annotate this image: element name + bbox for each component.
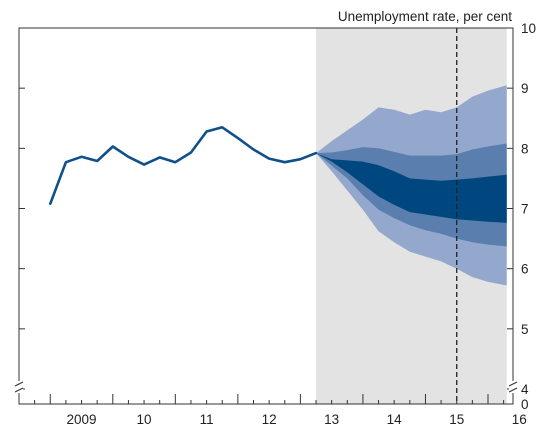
history-line <box>49 126 318 205</box>
y-axis-label: Unemployment rate, per cent <box>338 9 512 24</box>
y-tick-label: 6 <box>521 262 529 277</box>
plot-frame <box>18 27 514 405</box>
fan-band-inner <box>316 153 507 223</box>
x-tick-label: 15 <box>449 412 464 427</box>
x-tick-label: 2009 <box>67 412 97 427</box>
y-tick-label-zero: 0 <box>521 397 529 412</box>
x-tick-label: 12 <box>262 412 277 427</box>
x-tick-label: 13 <box>324 412 339 427</box>
y-tick-label: 7 <box>521 202 529 217</box>
axes: 4 5 6 7 8 9 10 0 2009 10 11 12 13 14 15 16 <box>14 21 536 427</box>
y-tick-label: 9 <box>521 81 529 96</box>
x-tick-label: 10 <box>137 412 152 427</box>
plot-area <box>49 28 507 404</box>
y-tick-label: 4 <box>521 382 529 397</box>
y-tick-label: 5 <box>521 322 529 337</box>
y-tick-label: 10 <box>521 21 536 36</box>
x-tick-label: 16 <box>512 412 527 427</box>
y-tick-label: 8 <box>521 141 529 156</box>
axis-break-marker <box>508 381 518 393</box>
x-tick-label: 11 <box>200 412 214 427</box>
axis-break-marker <box>14 381 24 393</box>
x-tick-label: 14 <box>387 412 403 427</box>
